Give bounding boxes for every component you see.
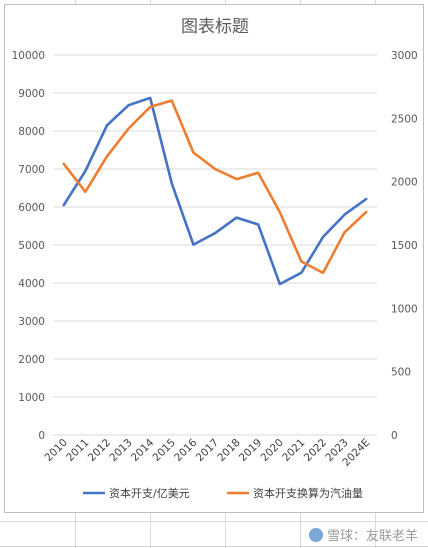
right-axis-tick-label: 1000 <box>391 303 418 315</box>
left-axis-tick-label: 10000 <box>12 50 45 62</box>
series-line-2 <box>62 99 368 275</box>
left-axis-tick-label: 9000 <box>18 88 45 100</box>
sheet-row-line <box>0 521 428 522</box>
x-axis-tick-label: 2020 <box>259 437 286 464</box>
line-chart: 图表标题010002000300040005000600070008000900… <box>12 17 418 500</box>
left-axis-tick-label: 0 <box>38 430 45 442</box>
x-axis-tick-label: 2012 <box>86 437 113 464</box>
right-axis-tick-label: 3000 <box>391 50 418 62</box>
series-line-1 <box>62 96 368 286</box>
left-axis-tick-label: 6000 <box>18 202 45 214</box>
x-axis-tick-label: 2021 <box>280 437 307 464</box>
left-axis-tick-label: 3000 <box>18 316 45 328</box>
watermark-text: 雪球：友联老羊 <box>326 529 418 544</box>
sheet-row-line <box>0 546 428 547</box>
right-axis-tick-label: 1500 <box>391 240 418 252</box>
left-axis-tick-label: 7000 <box>18 164 45 176</box>
x-axis-tick-label: 2010 <box>43 437 70 464</box>
x-axis-tick-label: 2014 <box>129 436 157 464</box>
right-axis-tick-label: 2000 <box>391 177 418 189</box>
x-axis-tick-label: 2022 <box>302 437 329 464</box>
x-axis-tick-label: 2018 <box>215 437 242 464</box>
right-axis-tick-label: 0 <box>391 430 398 442</box>
x-axis-tick-label: 2011 <box>64 437 91 464</box>
watermark: 雪球：友联老羊 <box>308 525 418 544</box>
right-axis-tick-label: 2500 <box>391 113 418 125</box>
x-axis-tick-label: 2013 <box>107 437 134 464</box>
left-axis-tick-label: 8000 <box>18 126 45 138</box>
chart-title: 图表标题 <box>181 17 249 37</box>
chart-area[interactable]: 图表标题 0 1000 2000 3000 4000 5000 6000 7000 8000 900… <box>4 4 424 513</box>
left-axis-tick-label: 2000 <box>18 354 45 366</box>
x-axis-tick-label: 2015 <box>151 437 178 464</box>
left-axis-tick-label: 1000 <box>18 392 45 404</box>
x-axis-tick-label: 2016 <box>172 436 200 464</box>
legend-label: 资本开支换算为汽油量 <box>253 486 363 500</box>
left-axis-tick-label: 4000 <box>18 278 45 290</box>
legend-label: 资本开支/亿美元 <box>109 486 190 500</box>
x-axis-tick-label: 2019 <box>237 437 264 464</box>
right-axis-tick-label: 500 <box>391 367 411 379</box>
x-axis-tick-label: 2017 <box>194 437 221 464</box>
left-axis-tick-label: 5000 <box>18 240 45 252</box>
snowball-logo-icon <box>308 527 323 542</box>
